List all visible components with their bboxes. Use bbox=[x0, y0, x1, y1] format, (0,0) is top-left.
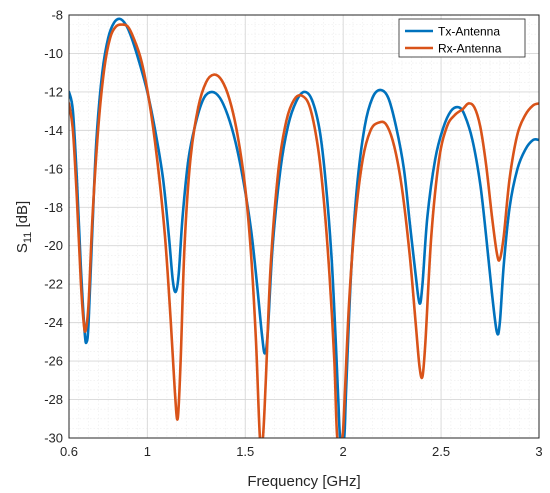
y-tick-label: -28 bbox=[44, 392, 63, 407]
y-tick-label: -10 bbox=[44, 46, 63, 61]
x-tick-label: 0.6 bbox=[60, 444, 78, 459]
y-tick-label: -12 bbox=[44, 84, 63, 99]
y-tick-label: -24 bbox=[44, 315, 63, 330]
y-axis-label-main: S bbox=[14, 243, 31, 253]
x-tick-label: 1.5 bbox=[236, 444, 254, 459]
series-layer bbox=[69, 17, 539, 438]
y-tick-labels: -30 -28 -26 -24 -22 -20 -18 -16 -14 -12 -10 -8 bbox=[44, 8, 63, 446]
series-line-rx bbox=[69, 23, 539, 438]
y-tick-label: -26 bbox=[44, 354, 63, 369]
y-tick-label: -16 bbox=[44, 161, 63, 176]
x-tick-labels: 0.6 1 1.5 2 2.5 3 bbox=[60, 444, 543, 459]
legend-box bbox=[398, 18, 526, 58]
legend-label-rx: Rx-Antenna bbox=[438, 42, 502, 56]
legend-label-tx: Tx-Antenna bbox=[438, 25, 500, 39]
plot-frame bbox=[68, 14, 540, 439]
series-line-tx bbox=[69, 17, 539, 438]
y-tick-label: -30 bbox=[44, 431, 63, 446]
y-tick-label: -18 bbox=[44, 200, 63, 215]
y-axis-label-sub: 11 bbox=[22, 232, 34, 243]
x-axis-label: Frequency [GHz] bbox=[247, 473, 360, 490]
x-tick-label: 2 bbox=[340, 444, 347, 459]
x-tick-label: 3 bbox=[535, 444, 542, 459]
y-tick-label: -14 bbox=[44, 123, 63, 138]
legend: Tx-Antenna Rx-Antenna bbox=[398, 18, 526, 58]
x-tick-label: 1 bbox=[144, 444, 151, 459]
y-tick-label: -20 bbox=[44, 238, 63, 253]
y-tick-label: -22 bbox=[44, 277, 63, 292]
y-axis-label: S11 [dB] bbox=[14, 201, 34, 253]
x-tick-label: 2.5 bbox=[432, 444, 450, 459]
y-axis-label-unit: [dB] bbox=[14, 201, 31, 232]
y-tick-label: -8 bbox=[51, 8, 63, 23]
